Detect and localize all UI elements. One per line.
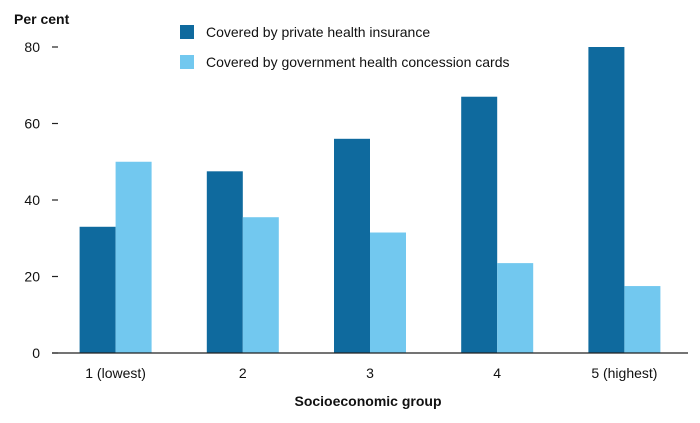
x-tick-label: 5 (highest) (591, 365, 657, 381)
bar-s1-2 (206, 171, 243, 353)
bar-s2-2 (242, 217, 279, 353)
x-axis-label: Socioeconomic group (294, 393, 441, 409)
legend-label: Covered by private health insurance (206, 24, 430, 40)
bar-s1-3 (334, 138, 370, 353)
bar-s2-1 (115, 161, 152, 353)
x-tick-label: 2 (239, 365, 247, 381)
bar-s1-4 (461, 96, 498, 353)
x-tick-label: 1 (lowest) (85, 365, 146, 381)
legend-swatch (180, 55, 194, 69)
bar-s1-5 (588, 47, 625, 353)
bar-s2-3 (370, 232, 406, 353)
y-tick-label: 0 (32, 345, 40, 361)
bar-s1-1 (79, 226, 116, 353)
x-tick-label: 4 (493, 365, 501, 381)
x-axis-ticks: 1 (lowest) 2 3 4 5 (highest) (85, 365, 657, 381)
bar-s2-5 (624, 286, 661, 353)
y-tick-label: 20 (24, 269, 40, 285)
bar-s2-4 (497, 263, 534, 353)
y-tick-label: 80 (24, 39, 40, 55)
legend-swatch (180, 25, 194, 39)
y-axis-label: Per cent (14, 11, 70, 27)
y-axis-ticks: 0 20 40 60 80 (24, 39, 58, 361)
legend: Covered by private health insurance Cover… (180, 24, 510, 70)
x-tick-label: 3 (366, 365, 374, 381)
y-tick-label: 60 (24, 116, 40, 132)
legend-label: Covered by government health concession … (206, 54, 510, 70)
bars (79, 47, 661, 353)
y-tick-label: 40 (24, 192, 40, 208)
